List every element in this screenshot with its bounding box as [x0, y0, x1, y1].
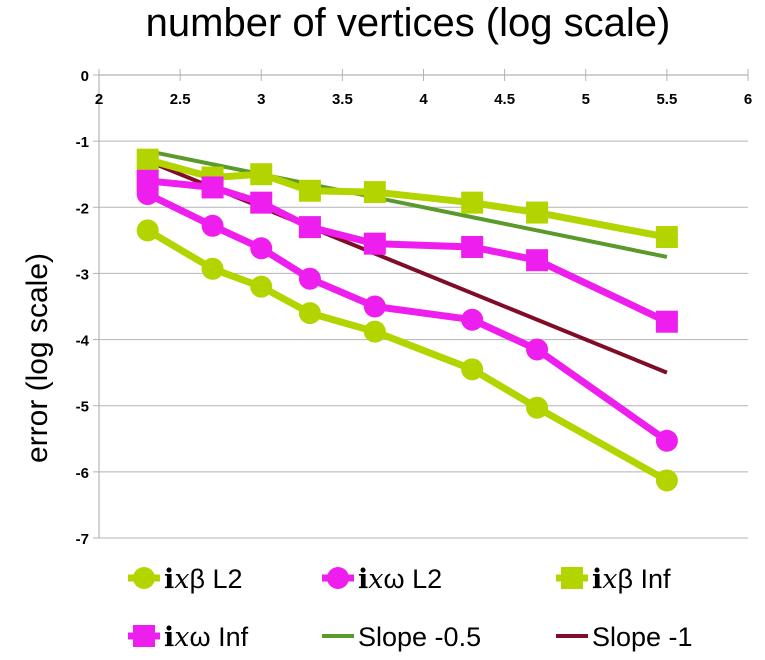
x-tick-label: 6 — [744, 91, 752, 108]
x-tick-label: 2 — [95, 91, 103, 108]
legend-label: ixβ L2 — [164, 564, 243, 595]
data-point-ixw-l2 — [655, 429, 678, 452]
y-tick-label: -4 — [76, 333, 90, 350]
y-axis-label: error (log scale) — [21, 253, 54, 463]
legend-item-slope-05: Slope -0.5 — [322, 622, 481, 652]
x-tick-label: 5 — [582, 91, 590, 108]
legend-label: Slope -0.5 — [358, 622, 481, 652]
series-ixw-l2 — [136, 183, 678, 452]
x-tick-label: 5.5 — [656, 91, 677, 108]
legend-item-ixb-inf: ixβ Inf — [556, 564, 671, 595]
axes: 0 -1 -2 -3 -4 -5 -6 -7 2 2.5 3 3.5 4 4.5 5 5.5 6 — [76, 68, 753, 548]
legend-marker — [561, 567, 583, 589]
data-point-ixb-inf — [250, 163, 273, 186]
data-point-ixb-l2 — [250, 275, 273, 298]
legend-label: ixω Inf — [164, 622, 249, 653]
chart-title: number of vertices (log scale) — [146, 1, 671, 45]
legend-marker — [327, 567, 349, 589]
legend-label: ixω L2 — [358, 564, 442, 595]
data-point-ixb-l2 — [298, 302, 321, 325]
data-point-ixb-l2 — [136, 219, 159, 242]
legend-label: Slope -1 — [592, 622, 693, 652]
data-point-ixb-inf — [655, 226, 678, 249]
data-point-ixb-inf — [136, 148, 159, 171]
series-line-ixw-inf — [147, 177, 669, 325]
legend-marker — [133, 625, 155, 647]
data-point-ixw-l2 — [298, 267, 321, 290]
legend: ixβ L2 ixω L2 ixβ Inf ixω Inf Slope -0.5 Slop… — [128, 564, 693, 653]
y-tick-label: -5 — [76, 399, 89, 416]
data-point-ixw-l2 — [526, 338, 549, 361]
legend-label: ixβ Inf — [592, 564, 671, 595]
series-slope-05 — [147, 149, 668, 259]
data-point-ixw-inf — [655, 310, 678, 333]
series-line-ixw-l2 — [146, 190, 669, 444]
series-layer — [136, 148, 678, 492]
data-point-ixw-l2 — [250, 237, 273, 260]
x-tick-label: 4 — [419, 91, 428, 108]
x-tick-label: 4.5 — [494, 91, 515, 108]
series-ixw-inf — [136, 169, 678, 333]
gridlines — [99, 140, 748, 473]
data-point-ixb-inf — [298, 179, 321, 202]
y-tick-label: -1 — [76, 134, 89, 151]
x-tick-label: 2.5 — [170, 91, 191, 108]
data-point-ixb-l2 — [201, 257, 224, 280]
data-point-ixw-l2 — [363, 295, 386, 318]
data-point-ixw-inf — [201, 176, 224, 199]
data-point-ixw-l2 — [201, 214, 224, 237]
series-ixb-inf — [136, 148, 678, 249]
data-point-ixw-l2 — [461, 308, 484, 331]
y-tick-label: -7 — [76, 531, 89, 548]
data-point-ixw-inf — [298, 216, 321, 239]
data-point-ixb-inf — [526, 201, 549, 224]
y-tick-label: -3 — [76, 266, 89, 283]
x-tick-label: 3 — [257, 91, 265, 108]
legend-item-slope-1: Slope -1 — [556, 622, 693, 652]
data-point-ixb-l2 — [655, 469, 678, 492]
data-point-ixb-inf — [461, 191, 484, 214]
legend-item-ixw-l2: ixω L2 — [322, 564, 442, 595]
data-point-ixb-l2 — [363, 320, 386, 343]
legend-item-ixb-l2: ixβ L2 — [128, 564, 243, 595]
data-point-ixw-inf — [526, 249, 549, 272]
x-tick-label: 3.5 — [332, 91, 353, 108]
data-point-ixb-l2 — [461, 358, 484, 381]
series-ixb-l2 — [136, 219, 678, 492]
data-point-ixb-inf — [363, 181, 386, 204]
data-point-ixw-inf — [250, 191, 273, 214]
data-point-ixw-inf — [461, 235, 484, 258]
series-line-slope-05 — [147, 149, 668, 259]
legend-marker — [133, 567, 155, 589]
data-point-ixb-l2 — [526, 396, 549, 419]
data-point-ixw-inf — [136, 169, 159, 192]
y-tick-label: -6 — [76, 465, 89, 482]
data-point-ixw-inf — [363, 232, 386, 255]
y-tick-label: 0 — [81, 68, 89, 85]
legend-item-ixw-inf: ixω Inf — [128, 622, 249, 653]
y-tick-label: -2 — [76, 200, 89, 217]
series-line-ixb-inf — [146, 156, 668, 241]
